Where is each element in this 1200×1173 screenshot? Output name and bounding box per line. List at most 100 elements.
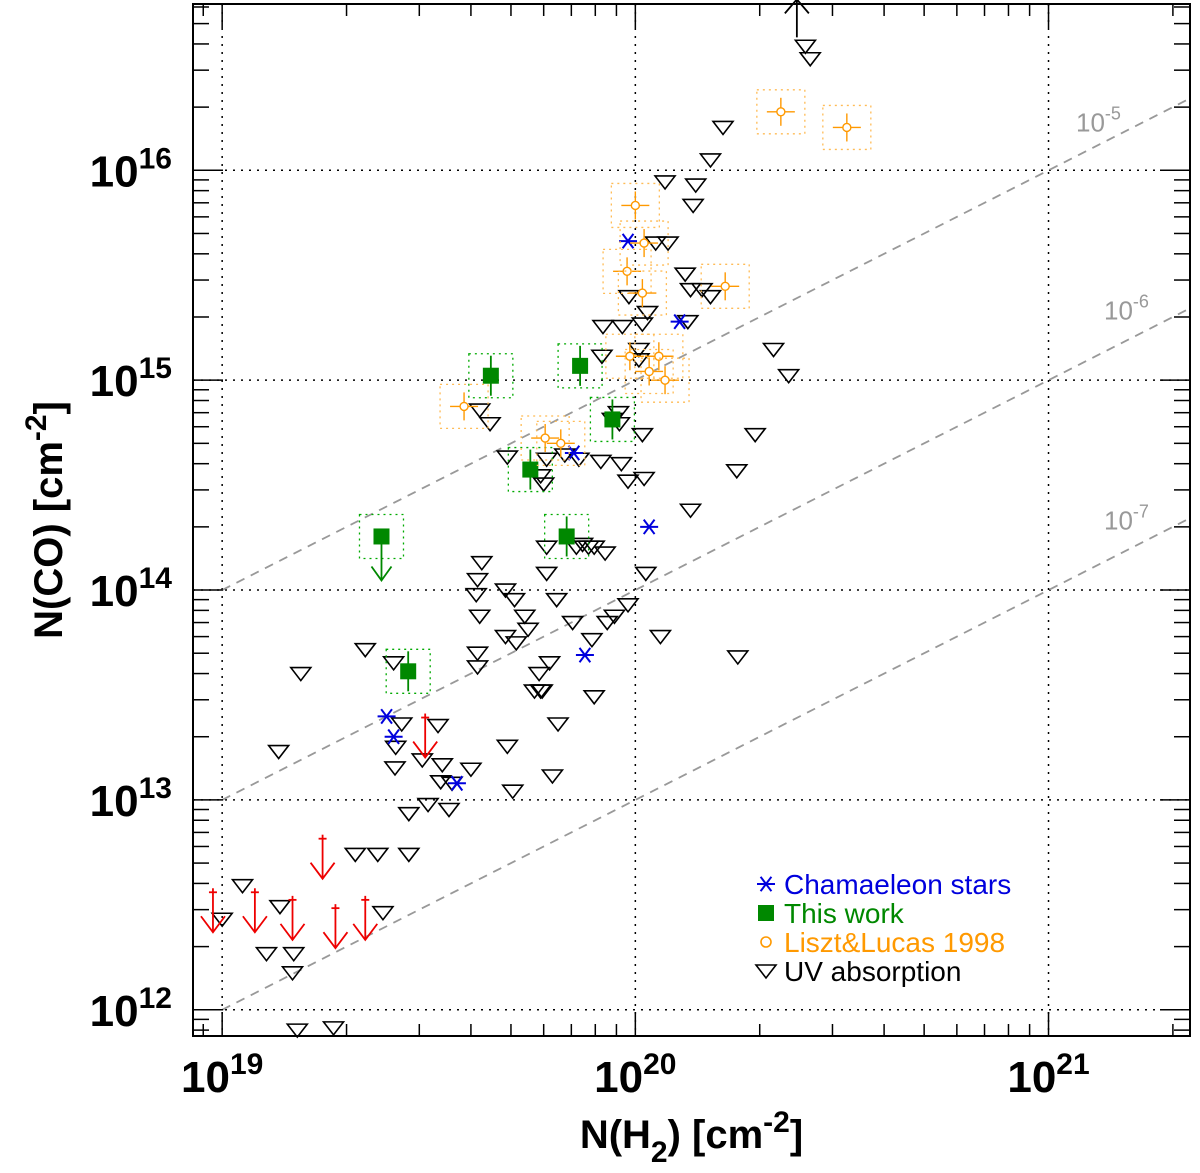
- x-tick-label: 1020: [594, 1048, 676, 1102]
- ratio-label: 10-6: [1104, 292, 1149, 326]
- uv-marker: [267, 744, 291, 760]
- circle-marker: [637, 288, 648, 298]
- uv-marker: [502, 592, 527, 608]
- square-marker: [400, 663, 417, 680]
- data-point: [390, 717, 414, 733]
- data-point: [575, 647, 594, 663]
- data-point: [254, 946, 279, 963]
- uv-marker: [617, 289, 641, 305]
- limit-arrow-head: [242, 915, 268, 934]
- error-box: [617, 270, 668, 316]
- circle-marker: [540, 433, 550, 443]
- x-tick-label: 1021: [1007, 1048, 1089, 1102]
- circle-marker: [630, 200, 641, 211]
- uv-marker: [545, 592, 569, 608]
- legend-label: Liszt&Lucas 1998: [784, 927, 1005, 958]
- data-point: [535, 566, 559, 582]
- data-points: [200, 0, 872, 1039]
- data-point: [564, 540, 589, 556]
- uv-marker: [580, 632, 604, 649]
- data-point: [593, 546, 617, 562]
- data-point: [560, 615, 585, 631]
- data-point: [630, 317, 655, 333]
- uv-marker: [535, 540, 559, 556]
- legend-label: UV absorption: [784, 956, 961, 987]
- error-box: [619, 220, 669, 266]
- uv-marker: [459, 762, 483, 778]
- data-point: [280, 966, 305, 982]
- uv-marker: [437, 802, 461, 818]
- uv-marker: [282, 946, 306, 963]
- data-point: [447, 775, 466, 792]
- data-point: [381, 656, 406, 672]
- y-tick-label: 1014: [90, 562, 173, 616]
- y-tick-label: 1015: [90, 352, 172, 406]
- data-point: [366, 847, 390, 863]
- error-box: [624, 348, 674, 395]
- data-point: [610, 182, 660, 229]
- uv-marker: [540, 769, 565, 785]
- asterisk-stroke: [673, 313, 686, 330]
- data-point: [385, 648, 431, 694]
- data-point: [530, 684, 554, 700]
- plot-frame: [192, 3, 1191, 1037]
- data-point: [267, 744, 291, 760]
- error-box: [468, 353, 514, 399]
- limit-arrow-head: [352, 923, 378, 942]
- data-point: [470, 555, 494, 571]
- data-point: [516, 622, 540, 638]
- uv-marker: [560, 615, 585, 631]
- axis-ticks: [193, 4, 1190, 1036]
- uv-marker: [793, 39, 818, 55]
- lower-limit-arrow-head: [784, 0, 810, 14]
- ratio-label: 10-7: [1104, 502, 1149, 536]
- data-point: [627, 353, 651, 369]
- data-point: [589, 396, 636, 443]
- uv-marker: [280, 966, 305, 982]
- data-point: [743, 427, 767, 443]
- uv-marker: [698, 289, 723, 305]
- error-box: [634, 333, 684, 379]
- uv-marker: [684, 178, 708, 194]
- uv-marker: [343, 847, 367, 863]
- asterisk-stroke: [387, 728, 400, 745]
- data-point: [630, 427, 655, 443]
- uv-marker: [648, 629, 673, 645]
- data-point: [761, 342, 786, 358]
- uv-marker: [426, 718, 450, 734]
- data-point: [624, 348, 674, 395]
- error-box: [640, 357, 690, 403]
- data-point: [589, 454, 613, 470]
- uv-marker: [725, 463, 749, 480]
- uv-marker: [582, 689, 606, 706]
- data-point: [544, 513, 590, 560]
- y-axis-title: N(CO) [cm-2]: [20, 401, 71, 639]
- limit-arrow-head: [279, 923, 306, 942]
- data-point: [670, 313, 689, 330]
- x-tick-label: 1019: [181, 1048, 263, 1102]
- data-point: [591, 319, 615, 335]
- circle-marker: [842, 122, 852, 133]
- data-point: [426, 718, 450, 734]
- uv-marker: [381, 656, 406, 672]
- asterisk-stroke: [621, 233, 635, 249]
- data-point: [684, 178, 708, 194]
- data-point: [358, 513, 405, 583]
- limit-arrow-head: [370, 565, 393, 583]
- error-box: [589, 396, 636, 443]
- error-box: [544, 513, 590, 560]
- data-point: [619, 220, 669, 266]
- series-liszt-lucas-1998: [439, 89, 872, 466]
- uv-marker: [495, 450, 519, 466]
- legend-square: [758, 905, 774, 921]
- uv-marker: [711, 120, 735, 136]
- data-point: [513, 609, 537, 625]
- error-box: [385, 648, 431, 694]
- y-tick-label: 1012: [90, 982, 172, 1036]
- uv-marker: [397, 806, 421, 822]
- uv-marker: [465, 572, 490, 589]
- error-box: [557, 343, 603, 389]
- square-marker: [572, 357, 589, 374]
- data-point: [698, 289, 723, 305]
